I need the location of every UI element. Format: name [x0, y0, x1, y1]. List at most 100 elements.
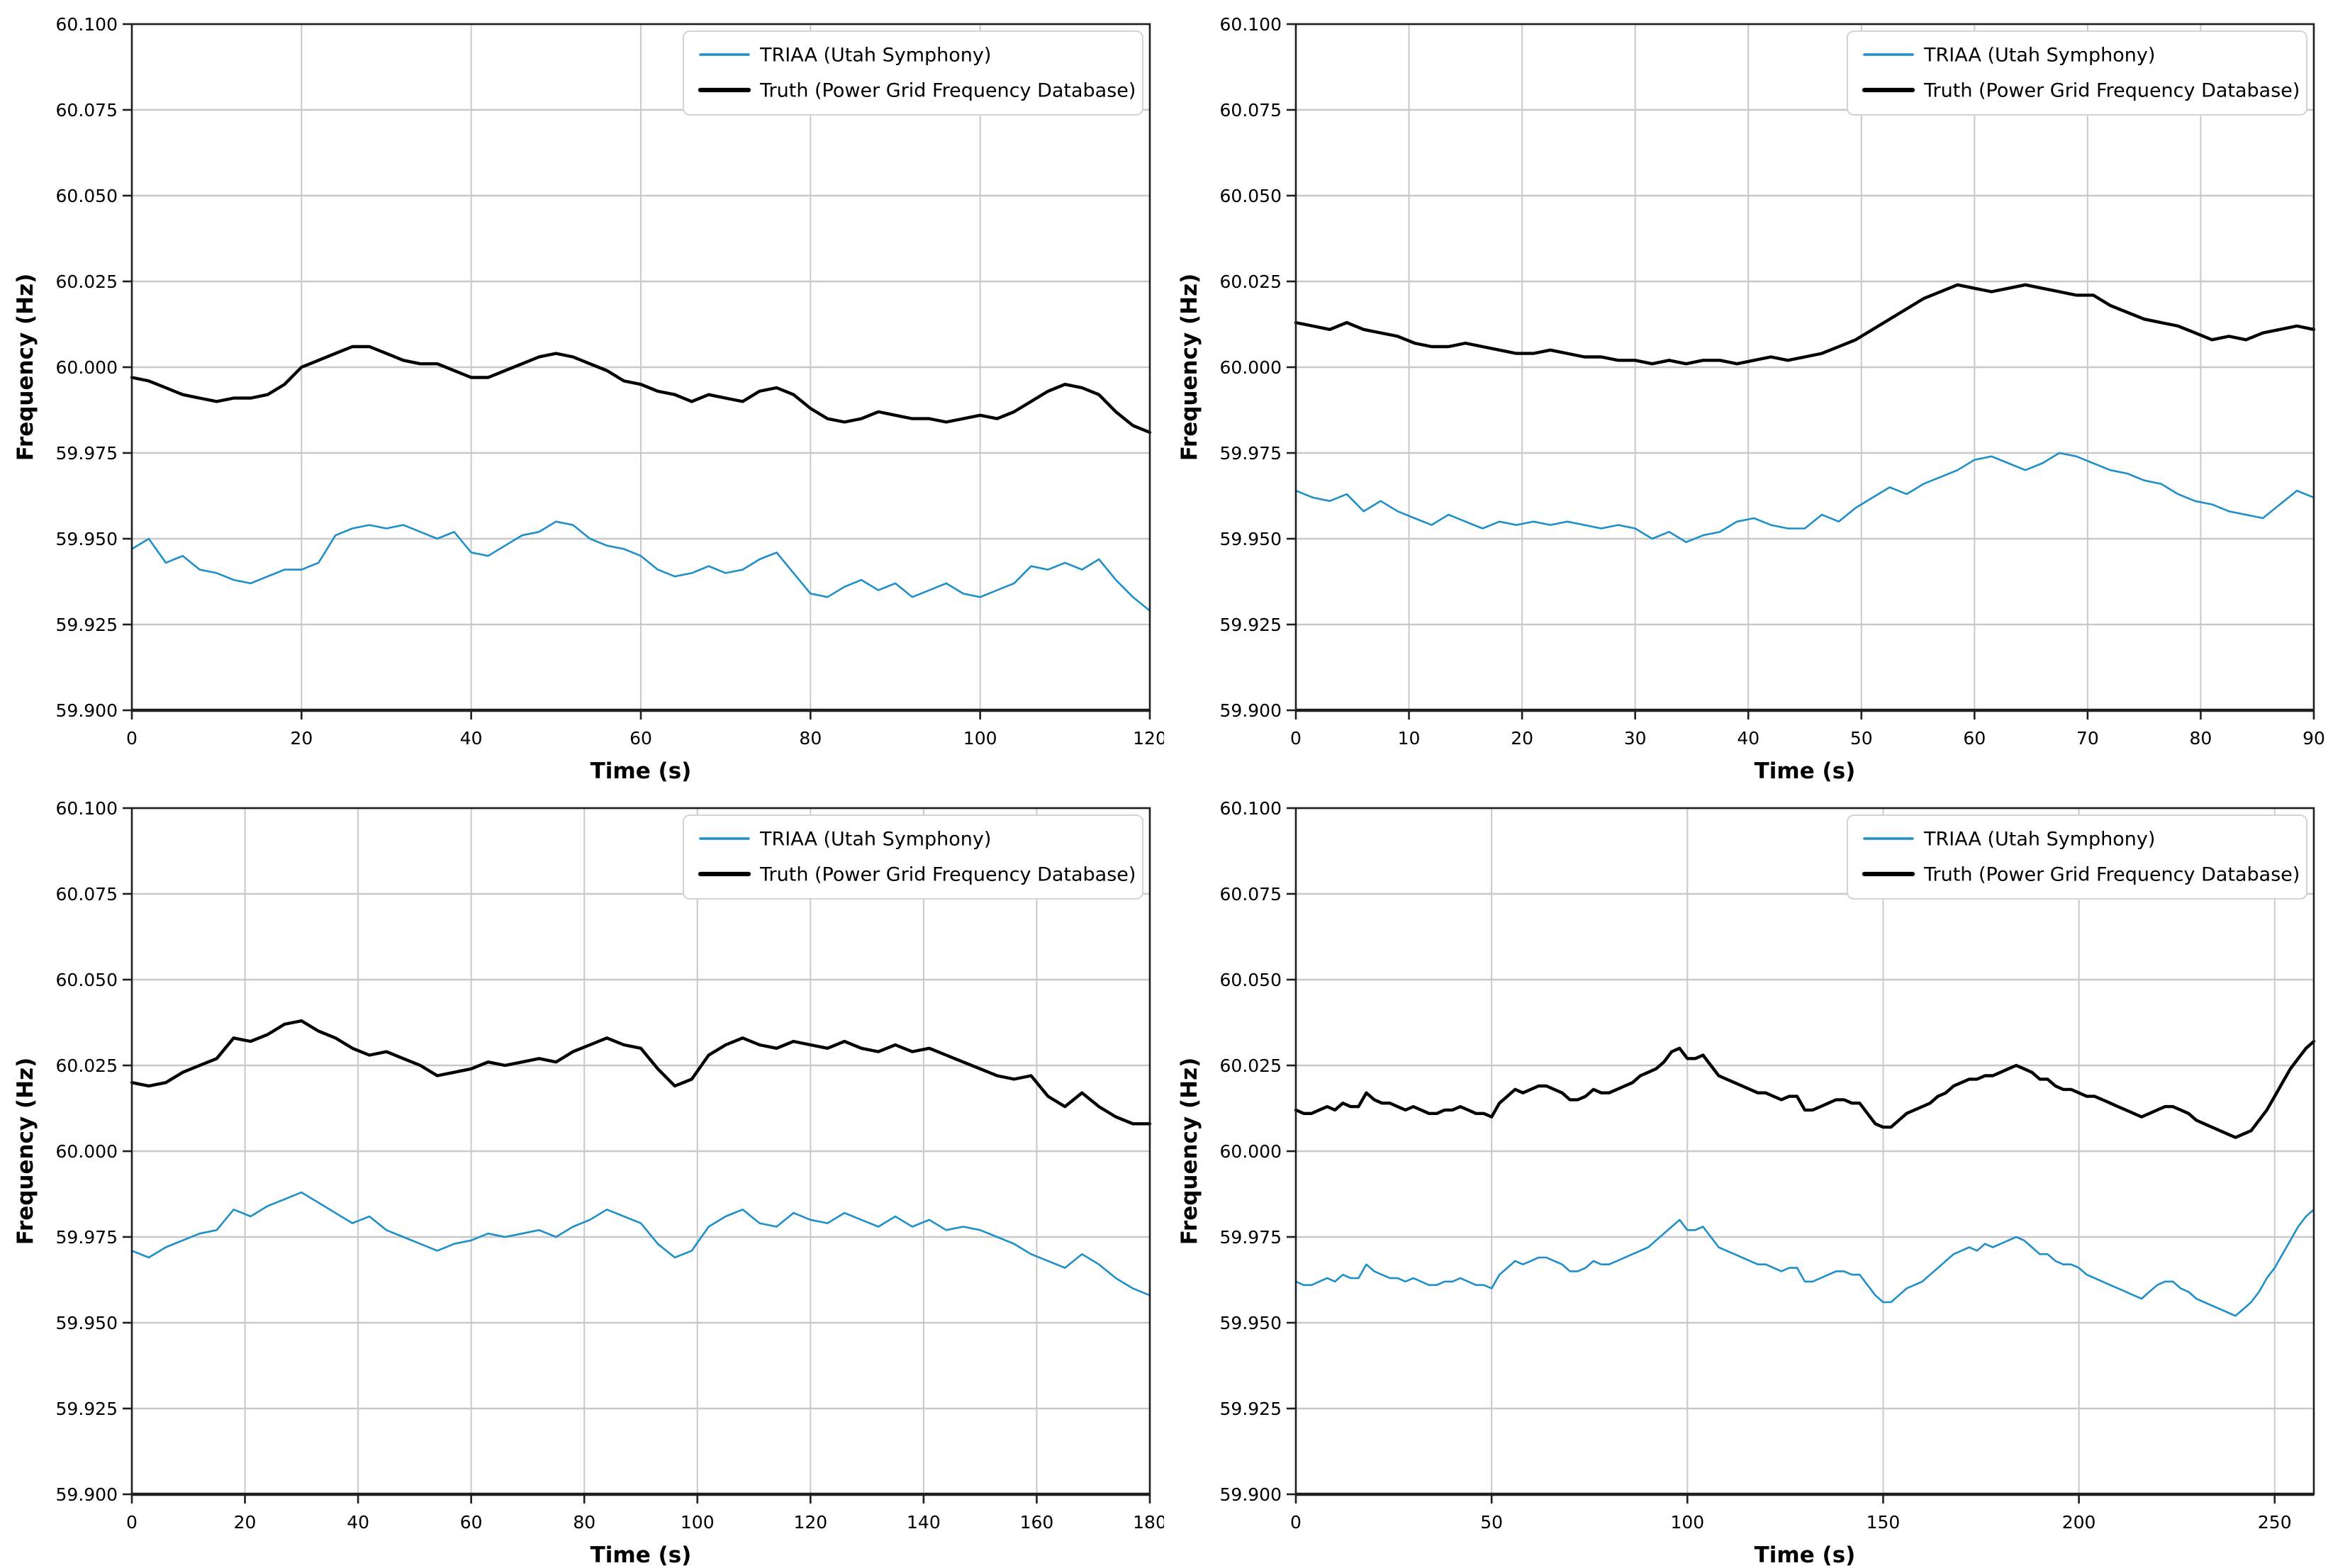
y-tick-label: 60.000 — [1220, 357, 1282, 378]
series-line — [130, 520, 1151, 612]
legend-label: Truth (Power Grid Frequency Database) — [1923, 79, 2300, 101]
x-tick-label: 40 — [460, 728, 483, 749]
chart-background — [0, 0, 1164, 784]
y-tick-label: 59.975 — [1220, 1227, 1282, 1248]
x-tick-label: 10 — [1398, 728, 1421, 749]
x-tick-label: 80 — [573, 1512, 595, 1533]
x-tick-label: 70 — [2076, 728, 2099, 749]
y-axis-label: Frequency (Hz) — [13, 274, 38, 461]
x-tick-label: 40 — [1737, 728, 1759, 749]
series-line — [1294, 1208, 2315, 1317]
y-tick-label: 59.925 — [1220, 1399, 1282, 1419]
x-tick-label: 0 — [126, 728, 138, 749]
x-tick-label: 180 — [1133, 1512, 1164, 1533]
x-tick-label: 100 — [1670, 1512, 1704, 1533]
x-tick-label: 120 — [793, 1512, 827, 1533]
x-tick-label: 100 — [681, 1512, 715, 1533]
y-tick-label: 59.900 — [56, 1484, 118, 1505]
legend-label: Truth (Power Grid Frequency Database) — [1923, 863, 2300, 885]
y-tick-label: 60.050 — [56, 970, 118, 990]
y-tick-label: 59.950 — [56, 1313, 118, 1333]
legend-label: TRIAA (Utah Symphony) — [1923, 828, 2155, 850]
chart-bottom-right: 0 50 100 150 200 250 59.900 59.925 59.950 59.975 6… — [1164, 784, 2328, 1568]
x-tick-label: 20 — [234, 1512, 257, 1533]
x-tick-label: 40 — [347, 1512, 369, 1533]
chart-svg-bottom-left: 0 20 40 60 80 100 120 140 160 180 59.900 59.925 59.9… — [0, 784, 1164, 1568]
x-tick-label: 200 — [2062, 1512, 2096, 1533]
x-tick-label: 150 — [1867, 1512, 1901, 1533]
y-tick-label: 60.050 — [1220, 970, 1282, 990]
x-tick-label: 0 — [1290, 728, 1302, 749]
series-line — [1294, 283, 2316, 366]
y-tick-label: 59.975 — [56, 443, 118, 464]
y-tick-label: 60.100 — [56, 798, 118, 819]
y-tick-label: 60.000 — [56, 357, 118, 378]
x-tick-label: 100 — [963, 728, 997, 749]
y-tick-label: 60.000 — [1220, 1141, 1282, 1162]
y-tick-label: 60.100 — [56, 14, 118, 35]
series-line — [1294, 452, 2315, 544]
chart-svg-bottom-right: 0 50 100 150 200 250 59.900 59.925 59.950 59.975 6… — [1164, 784, 2328, 1568]
y-axis-label: Frequency (Hz) — [1177, 1058, 1202, 1245]
legend-box — [1847, 30, 2307, 116]
y-tick-label: 59.925 — [56, 615, 118, 635]
chart-top-right: 0 10 20 30 40 50 60 70 80 90 59.900 59.925 59.950 59.… — [1164, 0, 2328, 784]
y-tick-label: 60.100 — [1220, 798, 1282, 819]
x-tick-label: 250 — [2258, 1512, 2292, 1533]
y-tick-label: 59.900 — [56, 700, 118, 721]
y-tick-label: 59.950 — [1220, 529, 1282, 549]
y-tick-label: 59.975 — [1220, 443, 1282, 464]
chart-background — [0, 784, 1164, 1568]
legend-label: TRIAA (Utah Symphony) — [1923, 44, 2155, 66]
chart-background — [1164, 0, 2328, 784]
series-line — [130, 1191, 1151, 1297]
x-tick-label: 120 — [1133, 728, 1164, 749]
x-tick-label: 50 — [1850, 728, 1873, 749]
y-tick-label: 60.100 — [1220, 14, 1282, 35]
x-tick-label: 90 — [2302, 728, 2325, 749]
x-tick-label: 60 — [1963, 728, 1986, 749]
y-tick-label: 60.050 — [1220, 186, 1282, 206]
series-line — [1294, 1039, 2316, 1139]
y-tick-label: 60.025 — [1220, 271, 1282, 292]
legend-box — [1847, 814, 2307, 900]
chart-top-left: 0 20 40 60 80 100 120 59.900 59.925 59.950 59.975 6… — [0, 0, 1164, 784]
chart-bottom-left: 0 20 40 60 80 100 120 140 160 180 59.900 59.925 59.9… — [0, 784, 1164, 1568]
chart-background — [1164, 784, 2328, 1568]
y-tick-label: 60.025 — [56, 1055, 118, 1076]
chart-svg-top-left: 0 20 40 60 80 100 120 59.900 59.925 59.950 59.975 6… — [0, 0, 1164, 784]
legend-label: TRIAA (Utah Symphony) — [759, 44, 991, 66]
x-tick-label: 0 — [126, 1512, 138, 1533]
chart-svg-top-right: 0 10 20 30 40 50 60 70 80 90 59.900 59.925 59.950 59.… — [1164, 0, 2328, 784]
y-tick-label: 59.950 — [1220, 1313, 1282, 1333]
x-axis-label: Time (s) — [591, 1542, 692, 1568]
y-tick-label: 60.025 — [1220, 1055, 1282, 1076]
x-tick-label: 80 — [799, 728, 822, 749]
y-axis-label: Frequency (Hz) — [1177, 274, 1202, 461]
y-tick-label: 60.075 — [56, 884, 118, 905]
y-tick-label: 59.950 — [56, 529, 118, 549]
legend-box — [683, 30, 1143, 116]
y-tick-label: 59.900 — [1220, 700, 1282, 721]
x-tick-label: 80 — [2190, 728, 2212, 749]
series-line — [130, 1019, 1152, 1126]
x-tick-label: 160 — [1020, 1512, 1054, 1533]
x-tick-label: 50 — [1480, 1512, 1503, 1533]
y-tick-label: 60.075 — [1220, 100, 1282, 121]
y-axis-label: Frequency (Hz) — [13, 1058, 38, 1245]
y-tick-label: 60.000 — [56, 1141, 118, 1162]
y-tick-label: 60.050 — [56, 186, 118, 206]
x-tick-label: 20 — [290, 728, 313, 749]
series-line — [130, 345, 1152, 435]
y-tick-label: 59.900 — [1220, 1484, 1282, 1505]
x-tick-label: 20 — [1511, 728, 1533, 749]
y-tick-label: 60.075 — [1220, 884, 1282, 905]
x-axis-label: Time (s) — [591, 758, 692, 784]
y-tick-label: 60.025 — [56, 271, 118, 292]
x-tick-label: 140 — [907, 1512, 941, 1533]
x-tick-label: 60 — [460, 1512, 483, 1533]
x-tick-label: 0 — [1290, 1512, 1302, 1533]
legend-label: Truth (Power Grid Frequency Database) — [759, 79, 1136, 101]
y-tick-label: 59.925 — [1220, 615, 1282, 635]
